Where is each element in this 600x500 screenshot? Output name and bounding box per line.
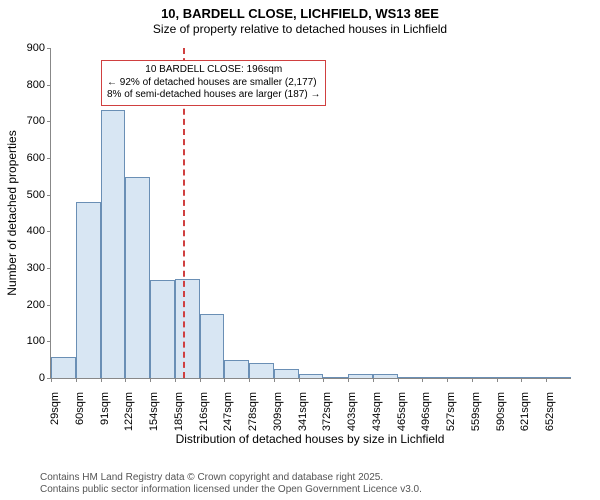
x-tick-mark xyxy=(274,378,275,382)
annotation-line: ← 92% of detached houses are smaller (2,… xyxy=(107,77,320,90)
x-tick-label: 309sqm xyxy=(272,392,284,432)
x-tick-label: 403sqm xyxy=(346,392,358,432)
x-tick-mark xyxy=(521,378,522,382)
x-tick-label: 122sqm xyxy=(123,392,135,432)
histogram-chart: 010020030040050060070080090029sqm60sqm91… xyxy=(0,40,600,460)
x-tick-label: 154sqm xyxy=(148,392,160,432)
histogram-bar xyxy=(447,377,472,378)
histogram-bar xyxy=(348,374,373,378)
histogram-bar xyxy=(249,363,274,378)
y-tick-mark xyxy=(47,85,51,86)
y-tick-mark xyxy=(47,341,51,342)
x-tick-label: 465sqm xyxy=(396,392,408,432)
histogram-bar xyxy=(472,377,497,378)
annotation-box: 10 BARDELL CLOSE: 196sqm← 92% of detache… xyxy=(101,60,326,106)
histogram-bar xyxy=(373,374,398,378)
y-tick-mark xyxy=(47,268,51,269)
x-tick-label: 278sqm xyxy=(247,392,259,432)
x-tick-mark xyxy=(200,378,201,382)
y-tick-mark xyxy=(47,158,51,159)
x-tick-label: 590sqm xyxy=(495,392,507,432)
histogram-bar xyxy=(299,374,324,378)
x-tick-mark xyxy=(373,378,374,382)
x-tick-mark xyxy=(472,378,473,382)
histogram-bar xyxy=(101,110,126,378)
x-tick-mark xyxy=(125,378,126,382)
x-tick-mark xyxy=(150,378,151,382)
x-tick-label: 216sqm xyxy=(198,392,210,432)
y-tick-mark xyxy=(47,305,51,306)
x-tick-label: 341sqm xyxy=(297,392,309,432)
histogram-bar xyxy=(175,279,200,378)
y-tick-mark xyxy=(47,48,51,49)
x-axis-label: Distribution of detached houses by size … xyxy=(50,432,570,446)
x-tick-mark xyxy=(175,378,176,382)
histogram-bar xyxy=(51,357,76,378)
histogram-bar xyxy=(274,369,299,378)
x-tick-mark xyxy=(422,378,423,382)
x-tick-mark xyxy=(249,378,250,382)
y-tick-mark xyxy=(47,231,51,232)
x-tick-mark xyxy=(546,378,547,382)
x-tick-label: 559sqm xyxy=(470,392,482,432)
x-tick-label: 91sqm xyxy=(99,392,111,432)
x-tick-label: 247sqm xyxy=(222,392,234,432)
histogram-bar xyxy=(546,377,571,378)
histogram-bar xyxy=(398,377,423,378)
x-tick-label: 621sqm xyxy=(519,392,531,432)
footer-line-2: Contains public sector information licen… xyxy=(40,484,422,496)
x-tick-mark xyxy=(398,378,399,382)
histogram-bar xyxy=(497,377,522,378)
x-tick-mark xyxy=(497,378,498,382)
histogram-bar xyxy=(224,360,249,378)
x-tick-mark xyxy=(348,378,349,382)
page-title: 10, BARDELL CLOSE, LICHFIELD, WS13 8EE xyxy=(0,6,600,21)
x-tick-label: 185sqm xyxy=(173,392,185,432)
x-tick-label: 652sqm xyxy=(544,392,556,432)
histogram-bar xyxy=(150,280,175,378)
plot-area: 010020030040050060070080090029sqm60sqm91… xyxy=(50,48,571,379)
histogram-bar xyxy=(200,314,225,378)
histogram-bar xyxy=(76,202,101,378)
footer: Contains HM Land Registry data © Crown c… xyxy=(40,472,422,496)
y-tick-mark xyxy=(47,121,51,122)
x-tick-label: 434sqm xyxy=(371,392,383,432)
x-tick-label: 372sqm xyxy=(321,392,333,432)
histogram-bar xyxy=(323,377,348,378)
x-tick-label: 60sqm xyxy=(74,392,86,432)
x-tick-mark xyxy=(323,378,324,382)
x-tick-mark xyxy=(447,378,448,382)
x-tick-label: 496sqm xyxy=(420,392,432,432)
x-tick-mark xyxy=(224,378,225,382)
x-tick-mark xyxy=(101,378,102,382)
x-tick-label: 29sqm xyxy=(49,392,61,432)
y-axis-label: Number of detached properties xyxy=(5,130,19,295)
annotation-line: 10 BARDELL CLOSE: 196sqm xyxy=(107,64,320,77)
x-tick-mark xyxy=(51,378,52,382)
x-tick-mark xyxy=(76,378,77,382)
histogram-bar xyxy=(422,377,447,378)
x-tick-mark xyxy=(299,378,300,382)
footer-line-1: Contains HM Land Registry data © Crown c… xyxy=(40,472,422,484)
histogram-bar xyxy=(125,177,150,378)
y-tick-mark xyxy=(47,195,51,196)
x-tick-label: 527sqm xyxy=(445,392,457,432)
histogram-bar xyxy=(521,377,546,378)
page-subtitle: Size of property relative to detached ho… xyxy=(0,22,600,36)
annotation-line: 8% of semi-detached houses are larger (1… xyxy=(107,89,320,102)
